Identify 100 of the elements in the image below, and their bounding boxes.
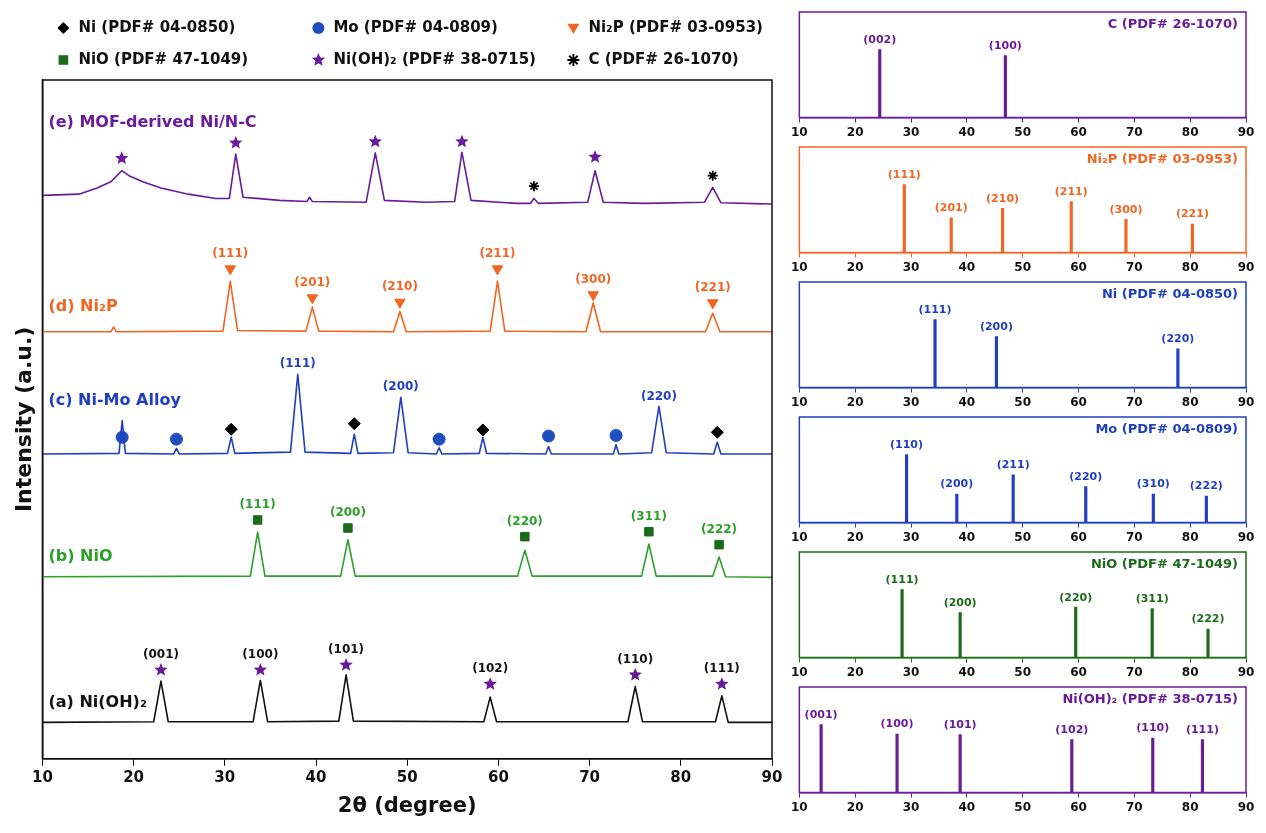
x-tick-label: 20 [846, 529, 864, 544]
chart-title: Ni₂P (PDF# 03-0953) [1086, 150, 1238, 166]
annotation: (101) [328, 642, 365, 657]
x-tick-label: 60 [1070, 394, 1087, 409]
annotation: (101) [943, 718, 977, 732]
x-tick-label: 80 [1181, 124, 1199, 139]
point [229, 135, 243, 149]
annotation: (110) [890, 437, 924, 451]
series-label: (e) MOF-derived Ni/N-C [48, 112, 257, 132]
annotation: (222) [1191, 612, 1225, 626]
legend-label: NiO (PDF# 47-1049) [78, 49, 249, 68]
chart-title: Ni(OH)₂ (PDF# 38-0715) [1062, 690, 1238, 706]
x-tick-label: 60 [1070, 259, 1087, 274]
x-tick-label: 50 [1014, 799, 1032, 814]
series-label: (d) Ni₂P [48, 295, 118, 315]
annotation: (220) [1059, 590, 1093, 604]
point [154, 662, 168, 676]
point [115, 151, 129, 165]
series-label: (b) NiO [48, 545, 113, 565]
x-tick-label: 70 [1125, 124, 1143, 139]
legend-label: Ni₂P (PDF# 03-0953) [588, 17, 763, 36]
annotation: (220) [506, 513, 543, 528]
x-tick-label: 60 [487, 767, 509, 786]
point [715, 677, 729, 690]
point [644, 526, 654, 537]
x-tick-label: 50 [1014, 259, 1032, 274]
annotation: (102) [1055, 722, 1089, 736]
legend-label: Ni(OH)₂ (PDF# 38-0715) [333, 49, 536, 68]
annotation: (210) [986, 191, 1020, 205]
x-tick-label: 90 [1237, 259, 1255, 274]
x-tick-label: 90 [1237, 529, 1255, 544]
x-tick-label: 20 [846, 124, 864, 139]
chart-title: NiO (PDF# 47-1049) [1090, 555, 1238, 571]
x-tick-label: 70 [1125, 394, 1143, 409]
point [432, 432, 446, 446]
x-tick-label: 40 [958, 529, 976, 544]
point [224, 422, 238, 436]
annotation: (111) [703, 661, 740, 676]
point [169, 432, 183, 446]
chart-title: Ni (PDF# 04-0850) [1101, 285, 1238, 301]
x-tick-label: 40 [958, 799, 976, 814]
annotation: (110) [1136, 721, 1170, 735]
point [343, 523, 353, 533]
annotation: (100) [988, 38, 1022, 52]
point [252, 515, 263, 525]
point [542, 429, 556, 443]
annotation: (222) [701, 521, 738, 536]
annotation: (111) [1185, 722, 1219, 736]
x-tick-label: 70 [1125, 664, 1143, 679]
annotation: (211) [996, 458, 1030, 472]
annotation: (211) [479, 245, 516, 260]
annotation: (311) [1135, 591, 1169, 605]
x-tick-label: 40 [958, 259, 976, 274]
annotation: (300) [1109, 202, 1143, 216]
x-tick-label: 70 [579, 767, 601, 786]
annotation: (001) [804, 707, 838, 721]
series-label: (a) Ni(OH)₂ [48, 691, 147, 711]
x-tick-label: 50 [396, 767, 418, 786]
x-tick-label: 20 [846, 664, 864, 679]
point [609, 428, 623, 442]
annotation: (200) [940, 477, 974, 491]
annotation: (311) [630, 508, 667, 523]
x-tick-label: 20 [846, 394, 864, 409]
x-tick-label: 30 [902, 799, 920, 814]
x-tick-label: 60 [1070, 124, 1087, 139]
chart-title: C (PDF# 26-1070) [1107, 15, 1238, 31]
x-tick-label: 30 [902, 664, 920, 679]
annotation: (210) [381, 279, 418, 294]
x-tick-label: 80 [1181, 394, 1199, 409]
x-tick-label: 30 [214, 767, 236, 786]
point [710, 425, 724, 439]
annotation: (220) [1069, 469, 1103, 483]
x-tick-label: 50 [1014, 394, 1032, 409]
annotation: (200) [382, 379, 419, 394]
point [455, 134, 469, 148]
x-tick-label: 10 [791, 394, 808, 409]
annotation: (110) [617, 652, 654, 666]
point [707, 299, 719, 310]
x-tick-label: 30 [902, 394, 920, 409]
point [628, 667, 642, 681]
x-tick-label: 40 [305, 767, 327, 786]
x-tick-label: 10 [791, 259, 808, 274]
point [528, 180, 540, 193]
annotation: (100) [242, 647, 279, 662]
annotation: (201) [934, 201, 968, 215]
legend-label: C (PDF# 26-1070) [588, 49, 739, 68]
x-tick-label: 10 [791, 799, 808, 814]
annotation: (222) [1189, 479, 1223, 493]
series-label: (c) Ni-Mo Alloy [48, 389, 182, 409]
x-tick-label: 80 [1181, 664, 1199, 679]
x-tick-label: 80 [1181, 259, 1199, 274]
x-tick-label: 10 [791, 664, 808, 679]
x-tick-label: 80 [670, 767, 692, 786]
point [588, 150, 602, 163]
x-tick-label: 90 [1237, 664, 1255, 679]
x-tick-label: 10 [791, 124, 808, 139]
point [714, 539, 724, 550]
point [368, 134, 382, 148]
x-tick-label: 50 [1014, 124, 1032, 139]
legend-label: Ni (PDF# 04-0850) [78, 17, 236, 36]
